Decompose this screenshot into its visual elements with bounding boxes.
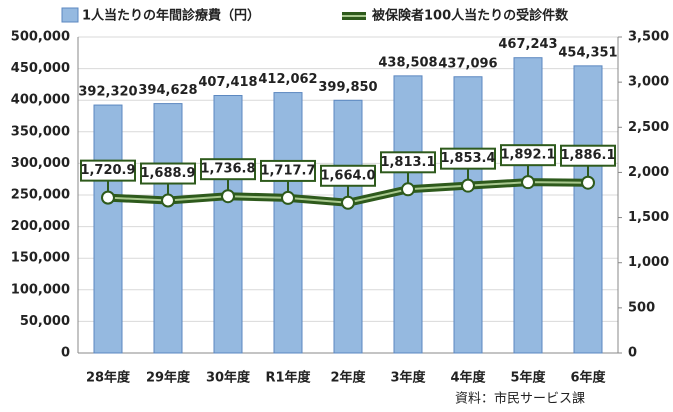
line-label: 1,688.9 [140,166,195,181]
x-tick-label: 2年度 [330,370,366,386]
bar-label: 454,351 [558,45,617,60]
bar-label: 392,320 [78,85,137,100]
y-tick-label: 350,000 [11,124,70,139]
bar [333,99,363,354]
line-marker [521,175,535,190]
line-label: 1,886.1 [560,148,615,163]
line-marker [401,182,415,197]
line-label: 1,717.7 [260,163,315,178]
x-tick-label: 29年度 [146,370,191,386]
legend-swatch [61,7,79,23]
y-tick-label: 250,000 [11,188,70,203]
line-marker [581,175,595,190]
bar-label: 407,418 [198,75,257,90]
y-tick-label: 450,000 [11,61,70,76]
x-tick-label: 3年度 [390,370,426,386]
line-label: 1,892.1 [500,148,555,163]
x-tick-label: 4年度 [450,370,486,386]
bar-label: 399,850 [318,80,377,95]
legend-label: 被保険者100人当たりの受診件数 [371,8,569,24]
x-tick-label: 6年度 [570,370,606,386]
y2-tick-label: 3,500 [628,30,669,45]
line-marker [101,190,115,205]
y-tick-label: 150,000 [11,251,70,266]
y2-tick-label: 500 [628,300,655,315]
line-label: 1,813.1 [380,155,435,170]
line-label: 1,664.0 [320,168,375,183]
line-label: 1,720.9 [80,163,135,178]
y-tick-label: 500,000 [11,30,70,45]
y2-tick-label: 2,000 [628,165,669,180]
line-marker [341,195,355,210]
bar [93,104,123,354]
bar [453,76,483,354]
line-marker [161,193,175,208]
line-marker [461,178,475,193]
line-label: 1,853.4 [440,151,495,166]
y2-tick-label: 1,500 [628,210,669,225]
y2-tick-label: 0 [628,346,637,361]
y2-tick-label: 3,000 [628,75,669,90]
y-tick-label: 0 [61,346,70,361]
y-tick-label: 200,000 [11,219,70,234]
bar [573,65,603,354]
y-tick-label: 400,000 [11,93,70,108]
bar [213,95,243,354]
bar-label: 438,508 [378,55,437,70]
y2-tick-label: 1,000 [628,255,669,270]
line-marker [281,190,295,205]
y-tick-label: 300,000 [11,156,70,171]
legend-label: 1人当たりの年間診療費（円） [82,8,260,24]
y2-tick-label: 2,500 [628,120,669,135]
x-tick-label: 5年度 [510,370,546,386]
bar-label: 467,243 [498,37,557,52]
x-tick-label: 28年度 [86,370,131,386]
y-tick-label: 100,000 [11,282,70,297]
bar [153,103,183,354]
source-note: 資料：市民サービス課 [455,391,585,407]
bar-label: 394,628 [138,83,197,98]
line-label: 1,736.8 [200,162,255,177]
bar [513,57,543,354]
y-tick-label: 50,000 [20,314,70,329]
line-marker [221,189,235,204]
bar [393,75,423,354]
x-tick-label: 30年度 [206,370,251,386]
x-tick-label: R1年度 [265,370,311,386]
bar-label: 437,096 [438,56,497,71]
bar [273,92,303,354]
bar-label: 412,062 [258,72,317,87]
